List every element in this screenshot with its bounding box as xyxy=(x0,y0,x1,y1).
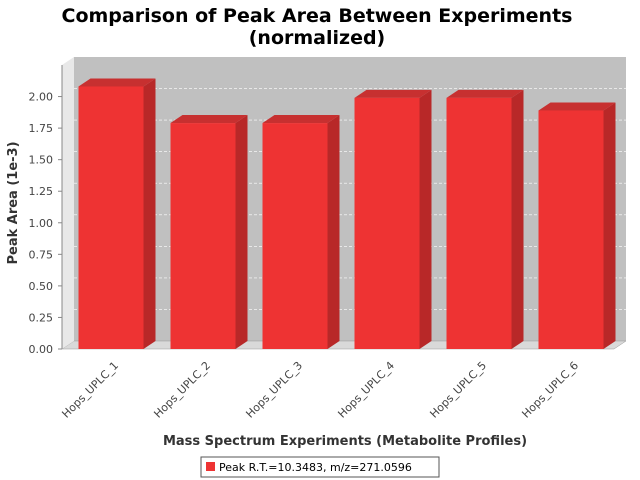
bar xyxy=(78,86,144,350)
bar-side xyxy=(511,89,524,349)
legend-box xyxy=(200,456,440,478)
legend-label: Peak R.T.=10.3483, m/z=271.0596 xyxy=(219,461,412,474)
x-tick-label: Hops_UPLC_5 xyxy=(427,359,489,421)
x-tick-label: Hops_UPLC_6 xyxy=(519,359,581,421)
bar-side xyxy=(419,89,432,349)
y-tick-label: 1.75 xyxy=(29,122,54,135)
y-tick-label: 0.00 xyxy=(29,343,54,356)
x-tick-label: Hops_UPLC_3 xyxy=(243,359,305,421)
bar xyxy=(538,110,604,349)
bar-side xyxy=(143,78,156,350)
legend: Peak R.T.=10.3483, m/z=271.0596 xyxy=(200,456,440,478)
bar-side xyxy=(327,115,340,349)
x-tick-label: Hops_UPLC_4 xyxy=(335,359,397,421)
bar-top xyxy=(170,115,248,124)
bar xyxy=(446,97,512,349)
y-axis-label: Peak Area (1e-3) xyxy=(6,141,21,264)
y-tick-label: 1.00 xyxy=(29,217,54,230)
plot-side-wall xyxy=(62,57,74,349)
bar xyxy=(170,123,236,349)
y-tick-label: 0.75 xyxy=(29,248,54,261)
x-tick-label: Hops_UPLC_1 xyxy=(59,359,121,421)
x-axis-label: Mass Spectrum Experiments (Metabolite Pr… xyxy=(163,434,527,449)
chart-title-line-1: Comparison of Peak Area Between Experime… xyxy=(62,5,573,27)
y-tick-label: 0.25 xyxy=(29,311,54,324)
bar-top xyxy=(78,78,156,87)
bars xyxy=(78,78,616,350)
chart-title-line-2: (normalized) xyxy=(249,27,386,49)
y-tick-labels: 0.00 0.25 0.50 0.75 1.00 1.25 1.50 1.75 2.00 xyxy=(29,91,62,356)
bar xyxy=(262,123,328,349)
y-tick-label: 2.00 xyxy=(29,91,54,104)
bar-side xyxy=(603,102,616,349)
x-tick-label: Hops_UPLC_2 xyxy=(151,359,213,421)
y-tick-label: 0.50 xyxy=(29,280,54,293)
y-tick-label: 1.50 xyxy=(29,154,54,167)
bar-top xyxy=(538,102,616,111)
gridlines xyxy=(74,88,626,310)
bar-top xyxy=(262,115,340,124)
legend-swatch xyxy=(206,462,215,471)
bar-side xyxy=(235,115,248,349)
x-tick-labels: Hops_UPLC_1 Hops_UPLC_2 Hops_UPLC_3 Hops_UP… xyxy=(59,359,581,421)
bar-top xyxy=(354,89,432,98)
bar xyxy=(354,97,420,349)
bar-top xyxy=(446,89,524,98)
y-tick-label: 1.25 xyxy=(29,185,54,198)
